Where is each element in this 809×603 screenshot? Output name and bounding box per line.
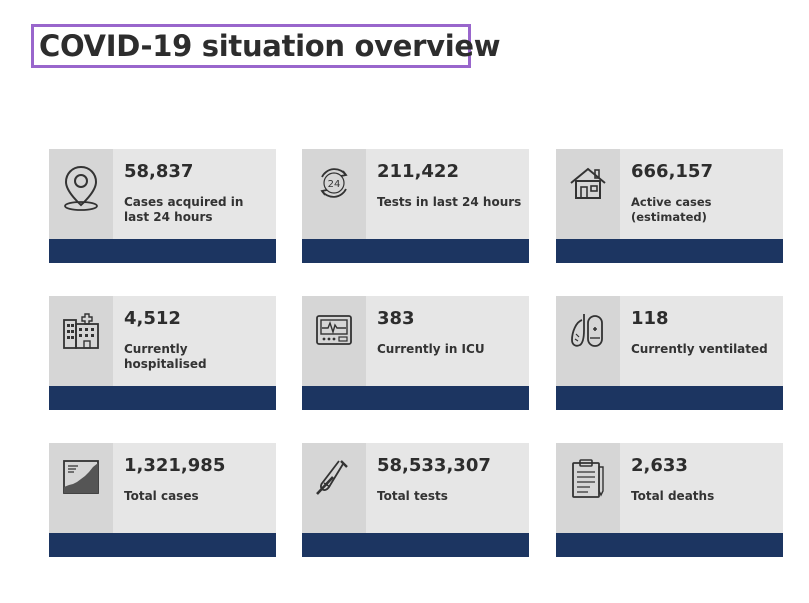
- card-body: 2,633 Total deaths: [556, 443, 783, 533]
- card-body: 1,321,985 Total cases: [49, 443, 276, 533]
- stat-card-total-deaths: 2,633 Total deaths: [556, 443, 783, 557]
- stat-value: 1,321,985: [124, 455, 226, 476]
- card-body: 383 Currently in ICU: [302, 296, 529, 386]
- card-body: 58,837 Cases acquired in last 24 hours: [49, 149, 276, 239]
- card-footer-bar: [49, 533, 276, 557]
- card-body: 4,512 Currently hospitalised: [49, 296, 276, 386]
- stat-label: Active cases (estimated): [631, 195, 712, 224]
- rising-chart-icon: [49, 443, 113, 533]
- stat-label: Currently in ICU: [377, 342, 485, 356]
- location-pin-icon: [49, 149, 113, 239]
- stat-label: Tests in last 24 hours: [377, 195, 522, 209]
- 24-hours-icon: 24: [302, 149, 366, 239]
- stat-card-total-cases: 1,321,985 Total cases: [49, 443, 276, 557]
- hospital-icon: [49, 296, 113, 386]
- stat-value: 4,512: [124, 308, 181, 329]
- card-footer-bar: [49, 386, 276, 410]
- stat-value: 2,633: [631, 455, 688, 476]
- stat-value: 58,837: [124, 161, 194, 182]
- stat-value: 383: [377, 308, 415, 329]
- stat-value: 666,157: [631, 161, 713, 182]
- stat-card-cases-24h: 58,837 Cases acquired in last 24 hours: [49, 149, 276, 263]
- card-body: 24 211,422 Tests in last 24 hours: [302, 149, 529, 239]
- card-body: 666,157 Active cases (estimated): [556, 149, 783, 239]
- stat-value: 211,422: [377, 161, 459, 182]
- stat-value: 58,533,307: [377, 455, 491, 476]
- stat-label: Currently hospitalised: [124, 342, 207, 371]
- card-body: 58,533,307 Total tests: [302, 443, 529, 533]
- stat-label: Currently ventilated: [631, 342, 768, 356]
- stat-card-total-tests: 58,533,307 Total tests: [302, 443, 529, 557]
- card-body: 118 Currently ventilated: [556, 296, 783, 386]
- stat-card-active-cases: 666,157 Active cases (estimated): [556, 149, 783, 263]
- stat-label: Total deaths: [631, 489, 715, 503]
- card-footer-bar: [302, 386, 529, 410]
- stat-card-tests-24h: 24 211,422 Tests in last 24 hours: [302, 149, 529, 263]
- stat-card-hospitalised: 4,512 Currently hospitalised: [49, 296, 276, 410]
- card-footer-bar: [302, 533, 529, 557]
- card-footer-bar: [556, 239, 783, 263]
- page-title-box: COVID-19 situation overview: [31, 24, 501, 68]
- card-footer-bar: [556, 533, 783, 557]
- card-footer-bar: [556, 386, 783, 410]
- clipboard-icon: [556, 443, 620, 533]
- card-footer-bar: [302, 239, 529, 263]
- house-icon: [556, 149, 620, 239]
- card-footer-bar: [49, 239, 276, 263]
- stat-card-ventilated: 118 Currently ventilated: [556, 296, 783, 410]
- heart-monitor-icon: [302, 296, 366, 386]
- stat-label: Cases acquired in last 24 hours: [124, 195, 244, 224]
- stat-value: 118: [631, 308, 669, 329]
- test-tube-icon: [302, 443, 366, 533]
- svg-text:24: 24: [328, 179, 341, 190]
- stat-label: Total cases: [124, 489, 199, 503]
- lungs-icon: [556, 296, 620, 386]
- stat-label: Total tests: [377, 489, 448, 503]
- stat-card-icu: 383 Currently in ICU: [302, 296, 529, 410]
- page-title: COVID-19 situation overview: [39, 29, 501, 63]
